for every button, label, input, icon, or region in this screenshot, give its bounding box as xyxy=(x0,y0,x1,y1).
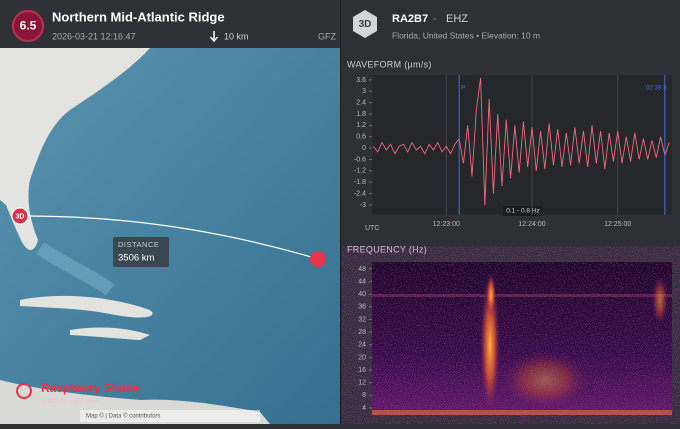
brand-tagline: Watch the Earth Move xyxy=(41,399,101,405)
y-tick-label: -1.2 xyxy=(354,168,366,175)
y-tick-label: 16 xyxy=(358,367,366,374)
x-tick-label: 12:23:00 xyxy=(433,221,460,228)
brand[interactable]: Raspberry Shake xyxy=(41,381,139,395)
x-axis-label: UTC xyxy=(365,225,379,232)
event-depth: 10 km xyxy=(224,31,249,41)
y-tick-label: 1.2 xyxy=(356,122,366,129)
filter-box xyxy=(503,206,543,216)
y-tick-label: 20 xyxy=(358,354,366,361)
x-tick-label: 12:24:00 xyxy=(518,221,545,228)
y-tick-label: 28 xyxy=(358,329,366,336)
epicenter-marker[interactable] xyxy=(310,251,326,267)
y-tick-label: 3 xyxy=(362,88,366,95)
distance-line xyxy=(19,215,319,260)
station-marker-label: 3D xyxy=(16,213,25,220)
chart-title: WAVEFORM (μm/s) xyxy=(347,59,432,69)
station-channel: EHZ xyxy=(446,13,468,25)
magnitude-badge xyxy=(12,10,44,42)
event-header xyxy=(0,0,340,48)
y-tick-label: -2.4 xyxy=(354,190,366,197)
y-tick-label: 2.4 xyxy=(356,100,366,107)
plot-area xyxy=(372,75,672,215)
y-tick-label: 0 xyxy=(362,145,366,152)
phase-label: 02:39 S xyxy=(646,86,667,92)
y-tick-label: 8 xyxy=(362,392,366,399)
y-tick-label: 0.6 xyxy=(356,134,366,141)
spectrogram-burst xyxy=(500,350,590,410)
y-tick-label: -3 xyxy=(360,202,366,209)
y-tick-label: 36 xyxy=(358,304,366,311)
spectrogram-burst xyxy=(652,275,668,325)
y-tick-label: 3.6 xyxy=(356,77,366,84)
distance-value: 3506 km xyxy=(118,253,155,264)
event-title: Northern Mid-Atlantic Ridge xyxy=(52,9,225,24)
event-agency: GFZ xyxy=(318,31,336,41)
event-time: 2026-03-21 12:16:47 xyxy=(52,31,136,41)
spectrogram-image xyxy=(372,262,672,415)
depth-icon xyxy=(209,31,219,43)
x-tick-label: 12:25:00 xyxy=(604,221,631,228)
y-tick-label: -0.6 xyxy=(354,156,366,163)
spectrogram-burst xyxy=(486,273,496,317)
spectrogram-floor xyxy=(372,410,672,415)
station-badge-label: 3D xyxy=(359,19,372,30)
distance-label: DISTANCE xyxy=(118,240,159,249)
y-tick-label: 24 xyxy=(358,342,366,349)
filter-label: 0.1 - 0.8 Hz xyxy=(506,208,540,215)
brand-logo xyxy=(16,383,32,399)
spectrogram-burst xyxy=(480,275,500,415)
map[interactable]: 3D DISTANCE 3506 km Raspberry Shake Watc… xyxy=(0,48,340,424)
shelf xyxy=(35,242,115,296)
chart-title: FREQUENCY (Hz) xyxy=(347,244,427,254)
waveform-line xyxy=(373,77,670,205)
land xyxy=(20,295,153,318)
distance-box xyxy=(113,237,169,267)
y-tick-label: -1.8 xyxy=(354,179,366,186)
station-location: Florida, United States • Elevation: 10 m xyxy=(392,30,540,40)
spectrogram-band xyxy=(372,294,672,297)
phase-label: P xyxy=(461,86,465,92)
land xyxy=(0,48,150,250)
station-name: RA2B7 xyxy=(392,13,428,25)
station-marker[interactable] xyxy=(11,207,29,225)
station-separator: - xyxy=(433,13,437,25)
station-badge xyxy=(353,10,377,38)
y-tick-label: 40 xyxy=(358,291,366,298)
y-tick-label: 48 xyxy=(358,266,366,273)
attribution[interactable]: Map © | Data © contributors xyxy=(86,413,160,420)
y-tick-label: 44 xyxy=(358,278,366,285)
magnitude: 6.5 xyxy=(20,19,37,33)
land xyxy=(70,327,150,340)
y-tick-label: 4 xyxy=(362,405,366,412)
attribution-box xyxy=(80,410,260,422)
y-tick-label: 1.8 xyxy=(356,111,366,118)
y-tick-label: 12 xyxy=(358,380,366,387)
y-tick-label: 32 xyxy=(358,316,366,323)
